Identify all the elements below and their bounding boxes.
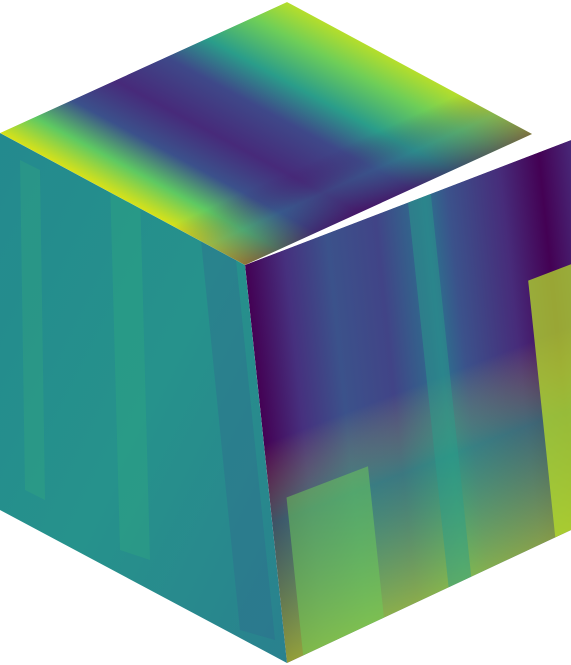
top-face bbox=[0, 2, 532, 265]
